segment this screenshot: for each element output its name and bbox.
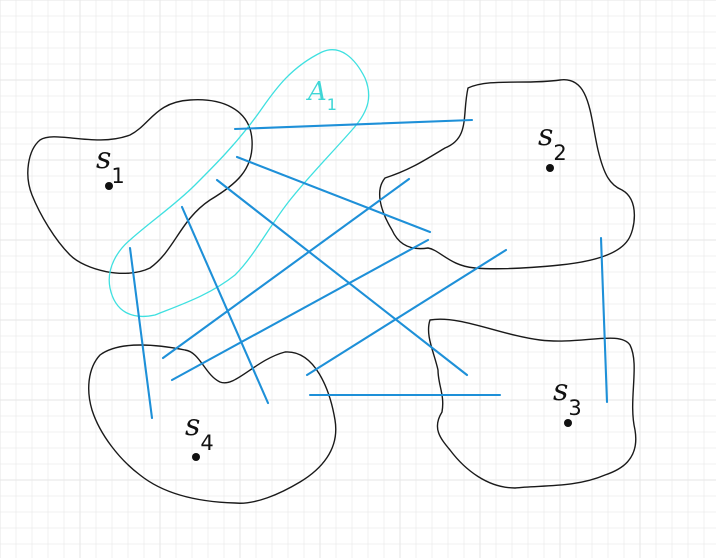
- segment: [128, 246, 154, 420]
- label-s4: s4: [185, 408, 214, 455]
- segment: [215, 178, 469, 377]
- blob-s3: [427, 318, 637, 489]
- point-s1: [105, 182, 113, 190]
- label-s3: s3: [553, 373, 582, 420]
- blob-s4: [88, 344, 337, 504]
- label-s2: s2: [538, 118, 567, 165]
- point-s2: [546, 164, 554, 172]
- region-a1: [108, 49, 370, 318]
- segment: [305, 248, 508, 377]
- blob-s2: [378, 79, 636, 270]
- segment: [235, 155, 432, 234]
- segment: [599, 236, 609, 404]
- blob-s1: [27, 99, 253, 275]
- segment: [161, 177, 411, 360]
- label-a1: A1: [306, 77, 337, 114]
- segment: [180, 205, 270, 405]
- point-s4: [192, 453, 200, 461]
- segments: [128, 118, 609, 420]
- segment: [233, 118, 474, 131]
- segment: [170, 238, 430, 382]
- label-s1: s1: [96, 141, 125, 188]
- point-s3: [564, 419, 572, 427]
